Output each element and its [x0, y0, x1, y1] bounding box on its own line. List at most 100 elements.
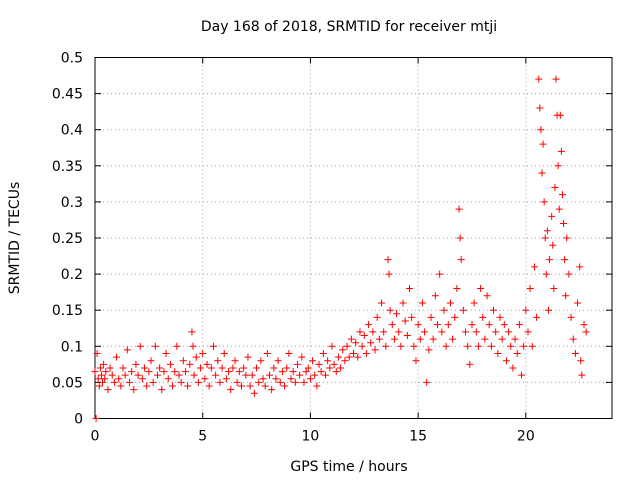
data-point	[362, 350, 370, 358]
data-point	[416, 335, 424, 343]
x-tick-label: 10	[302, 429, 320, 445]
data-point	[444, 321, 452, 329]
data-point	[502, 357, 510, 365]
y-tick-label: 0.35	[52, 159, 83, 175]
data-point	[225, 368, 233, 376]
data-point	[160, 368, 168, 376]
data-point	[289, 368, 297, 376]
data-point	[483, 292, 491, 300]
data-point	[412, 357, 420, 365]
data-point	[350, 350, 357, 358]
data-point	[244, 353, 252, 361]
data-point	[393, 310, 401, 318]
data-point	[293, 360, 301, 368]
x-axis-label: GPS time / hours	[290, 459, 407, 475]
data-point	[106, 364, 114, 372]
data-point	[149, 378, 157, 386]
data-point	[164, 375, 172, 383]
data-point	[440, 306, 448, 314]
data-point	[199, 350, 207, 358]
data-point	[186, 360, 194, 368]
data-point	[304, 364, 312, 372]
data-point	[356, 328, 364, 336]
data-point	[104, 386, 112, 394]
data-point	[259, 375, 267, 383]
data-point	[388, 321, 396, 329]
data-point	[166, 360, 174, 368]
data-point	[524, 328, 532, 336]
data-point	[128, 368, 136, 376]
data-point	[261, 382, 269, 390]
data-point	[270, 364, 278, 372]
data-point	[490, 306, 498, 314]
data-point	[117, 382, 125, 390]
data-point	[399, 299, 407, 307]
data-point	[231, 357, 239, 365]
data-point	[171, 368, 179, 376]
data-point	[101, 375, 109, 383]
data-point	[298, 353, 306, 361]
y-tick-label: 0.1	[61, 339, 83, 355]
y-tick-label: 0.05	[52, 375, 83, 391]
data-point	[397, 342, 405, 350]
data-point	[556, 111, 564, 119]
data-point	[326, 364, 334, 372]
data-point	[125, 378, 133, 386]
data-point	[216, 378, 224, 386]
data-point	[130, 386, 138, 394]
data-point	[313, 382, 321, 390]
data-point	[367, 339, 375, 347]
data-point	[438, 328, 446, 336]
data-point	[477, 285, 485, 293]
data-point	[536, 104, 544, 112]
data-point	[201, 375, 209, 383]
data-point	[474, 342, 482, 350]
data-point	[272, 375, 280, 383]
data-point	[296, 371, 304, 379]
data-point	[121, 371, 129, 379]
data-point	[496, 313, 504, 321]
y-axis-label: SRMTID / TECUs	[7, 182, 23, 295]
data-point	[498, 335, 506, 343]
data-point	[115, 375, 123, 383]
data-point	[492, 328, 500, 336]
data-point	[250, 389, 258, 397]
data-point	[425, 346, 433, 354]
data-point	[136, 342, 144, 350]
data-point	[429, 335, 437, 343]
data-point	[500, 321, 508, 329]
data-point	[123, 346, 131, 354]
data-point	[455, 205, 463, 213]
data-point	[91, 368, 99, 376]
data-point	[494, 350, 502, 358]
chart-title: Day 168 of 2018, SRMTID for receiver mtj…	[201, 19, 497, 35]
data-point	[147, 357, 155, 365]
data-point	[382, 342, 390, 350]
data-point	[418, 299, 426, 307]
data-point	[390, 335, 398, 343]
data-point	[526, 285, 534, 293]
data-point	[373, 313, 381, 321]
data-point	[175, 371, 183, 379]
data-point	[153, 371, 161, 379]
data-point	[207, 364, 215, 372]
data-point	[528, 342, 536, 350]
data-point	[542, 270, 550, 278]
data-point	[530, 263, 538, 271]
data-point	[287, 375, 295, 383]
data-point	[462, 328, 470, 336]
data-point	[162, 350, 170, 358]
data-point	[184, 382, 192, 390]
y-tick-label: 0.45	[52, 87, 83, 103]
data-point	[197, 364, 205, 372]
data-point	[212, 371, 220, 379]
data-point	[543, 227, 551, 235]
data-point	[518, 371, 526, 379]
data-point	[369, 328, 377, 336]
data-point	[513, 350, 521, 358]
data-point	[345, 353, 353, 361]
data-point	[520, 342, 528, 350]
data-point	[253, 364, 261, 372]
data-point	[548, 212, 556, 220]
